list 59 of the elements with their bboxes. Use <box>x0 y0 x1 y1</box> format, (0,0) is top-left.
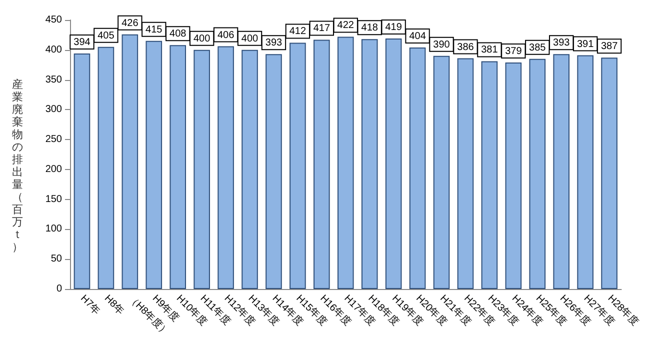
data-label: 393 <box>265 38 283 49</box>
data-label: 393 <box>553 38 570 49</box>
y-tick-label: 350 <box>45 74 62 86</box>
bar <box>433 56 450 290</box>
y-tick-label: 200 <box>45 164 62 175</box>
bar <box>290 42 306 290</box>
y-tick-label: 300 <box>45 104 62 116</box>
text: 産業廃棄物の排出量（百万ｔ） <box>12 78 23 254</box>
y-tick-label: 450 <box>45 14 62 26</box>
bar <box>529 58 546 290</box>
data-label: 412 <box>289 26 306 38</box>
bar <box>577 55 594 290</box>
data-label: 406 <box>217 30 235 41</box>
bar <box>409 48 426 290</box>
bar <box>481 61 498 290</box>
y-tick-label: 100 <box>45 224 62 235</box>
bar <box>553 54 570 290</box>
data-label: 426 <box>122 18 139 29</box>
data-label: 404 <box>409 31 426 42</box>
bar <box>98 46 114 290</box>
y-tick-label: 150 <box>45 194 62 205</box>
data-label: 400 <box>193 33 211 44</box>
bar <box>457 58 474 290</box>
data-label: 387 <box>600 41 618 52</box>
bar <box>122 34 138 290</box>
data-label: 386 <box>457 42 474 53</box>
bar <box>505 62 522 290</box>
x-tick-label: H7年 <box>78 292 103 318</box>
bar <box>74 53 90 290</box>
bar <box>146 40 162 290</box>
data-label: 415 <box>146 24 163 36</box>
x-tick-label: H8年 <box>102 292 127 318</box>
bar <box>266 54 282 290</box>
bar <box>170 45 186 290</box>
bar <box>194 50 210 290</box>
y-tick-label: 250 <box>45 134 62 146</box>
bar <box>385 38 402 290</box>
data-label: 394 <box>74 36 91 48</box>
bar <box>218 46 234 290</box>
y-tick-label: 0 <box>56 284 62 295</box>
bar <box>361 39 378 290</box>
data-label: 419 <box>385 22 402 34</box>
data-label: 417 <box>313 23 330 34</box>
bar <box>242 50 258 290</box>
data-label: 400 <box>241 33 259 44</box>
y-tick-label: 400 <box>45 44 62 56</box>
data-label: 422 <box>337 20 354 32</box>
data-label: 408 <box>170 28 187 40</box>
data-label: 418 <box>361 22 378 34</box>
data-label: 405 <box>98 30 115 42</box>
data-label: 391 <box>576 38 594 50</box>
data-label: 379 <box>505 46 522 57</box>
data-label: 385 <box>529 42 546 54</box>
y-tick-label: 50 <box>50 254 62 265</box>
data-label: 381 <box>481 44 498 56</box>
bar <box>337 36 354 290</box>
bar <box>601 58 618 290</box>
data-label: 390 <box>433 39 450 50</box>
bar <box>314 40 330 290</box>
